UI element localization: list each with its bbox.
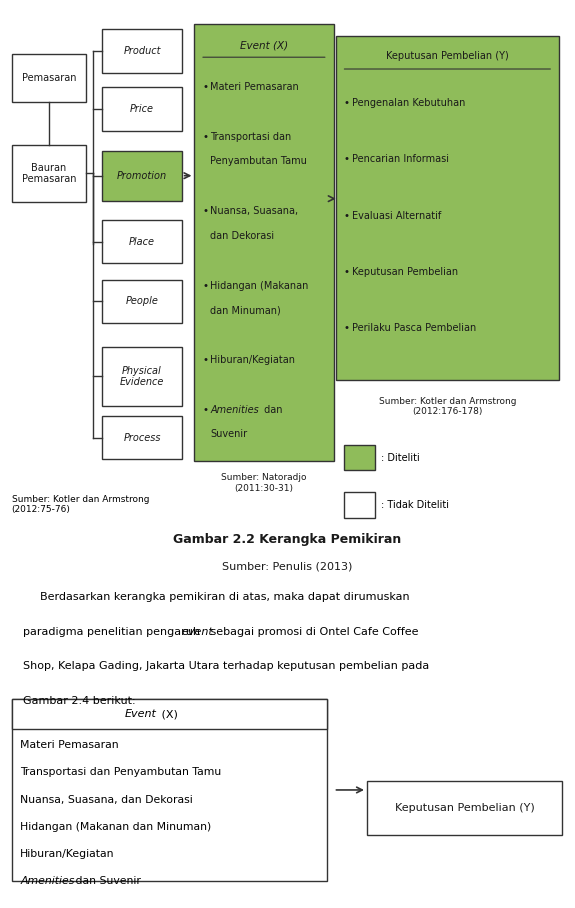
Text: Keputusan Pembelian (Y): Keputusan Pembelian (Y) [386,51,509,62]
Text: •: • [202,206,208,216]
Text: •: • [344,98,350,108]
Text: Perilaku Pasca Pembelian: Perilaku Pasca Pembelian [352,323,476,333]
Text: People: People [125,296,159,307]
Text: Event: Event [125,709,156,719]
Text: Bauran
Pemasaran: Bauran Pemasaran [22,163,76,184]
Text: •: • [202,132,208,142]
Bar [344,445,375,470]
Text: dan Minuman): dan Minuman) [210,305,281,315]
Text: Hiburan/Kegiatan: Hiburan/Kegiatan [210,355,296,365]
Text: Physical
Evidence: Physical Evidence [120,366,164,387]
Text: •: • [344,154,350,164]
Text: Amenities: Amenities [210,405,259,415]
Text: Penyambutan Tamu: Penyambutan Tamu [210,156,307,166]
Text: (X): (X) [158,709,178,719]
Text: Hidangan (Makanan dan Minuman): Hidangan (Makanan dan Minuman) [20,822,212,832]
Text: Nuansa, Suasana, dan Dekorasi: Nuansa, Suasana, dan Dekorasi [20,794,193,804]
Text: •: • [344,323,350,333]
Text: Hidangan (Makanan: Hidangan (Makanan [210,281,309,291]
Text: dan Dekorasi: dan Dekorasi [210,231,275,241]
Bar [12,145,86,202]
Text: Gambar 2.2 Kerangka Pemikiran: Gambar 2.2 Kerangka Pemikiran [174,533,401,546]
Text: dan Suvenir: dan Suvenir [72,876,141,886]
Text: Promotion: Promotion [117,171,167,181]
Bar [102,220,182,263]
Text: Transportasi dan Penyambutan Tamu: Transportasi dan Penyambutan Tamu [20,767,221,777]
Text: Sumber: Natoradjo
(2011:30-31): Sumber: Natoradjo (2011:30-31) [221,473,306,493]
Text: •: • [344,211,350,221]
Text: Transportasi dan: Transportasi dan [210,132,292,142]
Bar [102,151,182,201]
Text: Sumber: Penulis (2013): Sumber: Penulis (2013) [223,561,352,572]
Text: Materi Pemasaran: Materi Pemasaran [210,82,299,92]
Text: Price: Price [130,104,154,114]
Bar [102,87,182,131]
Bar [336,36,559,380]
Bar [102,416,182,459]
Text: : Tidak Diteliti: : Tidak Diteliti [381,499,449,510]
Text: event: event [182,627,213,637]
Text: Pengenalan Kebutuhan: Pengenalan Kebutuhan [352,98,465,108]
Text: dan: dan [261,405,282,415]
Text: •: • [202,82,208,92]
Text: Place: Place [129,236,155,247]
Bar [194,24,334,461]
Text: Amenities: Amenities [20,876,75,886]
Text: paradigma penelitian pengaruh: paradigma penelitian pengaruh [23,627,204,637]
Text: sebagai promosi di Ontel Cafe Coffee: sebagai promosi di Ontel Cafe Coffee [207,627,419,637]
Text: Hiburan/Kegiatan: Hiburan/Kegiatan [20,849,114,859]
Text: Sumber: Kotler dan Armstrong
(2012:75-76): Sumber: Kotler dan Armstrong (2012:75-76… [12,495,149,514]
Text: Keputusan Pembelian (Y): Keputusan Pembelian (Y) [394,803,535,814]
Text: : Diteliti: : Diteliti [381,452,420,463]
Bar [344,492,375,518]
Text: Pencarian Informasi: Pencarian Informasi [352,154,449,164]
Text: Evaluasi Alternatif: Evaluasi Alternatif [352,211,441,221]
Bar [12,54,86,102]
Text: Pemasaran: Pemasaran [22,73,76,84]
Text: Event (X): Event (X) [240,40,288,51]
Text: Keputusan Pembelian: Keputusan Pembelian [352,267,458,277]
Text: •: • [202,355,208,365]
Bar [102,280,182,323]
Text: Suvenir: Suvenir [210,429,248,439]
Bar [367,781,562,835]
Bar [12,699,327,881]
Text: Berdasarkan kerangka pemikiran di atas, maka dapat dirumuskan: Berdasarkan kerangka pemikiran di atas, … [40,592,410,602]
Text: Nuansa, Suasana,: Nuansa, Suasana, [210,206,298,216]
Text: Shop, Kelapa Gading, Jakarta Utara terhadap keputusan pembelian pada: Shop, Kelapa Gading, Jakarta Utara terha… [23,661,430,671]
Bar [102,29,182,73]
Text: Product: Product [123,45,161,56]
Bar [12,699,327,729]
Bar [102,347,182,406]
Text: •: • [202,405,208,415]
Text: Process: Process [123,432,161,443]
Text: •: • [344,267,350,277]
Text: Sumber: Kotler dan Armstrong
(2012:176-178): Sumber: Kotler dan Armstrong (2012:176-1… [378,397,516,417]
Text: Materi Pemasaran: Materi Pemasaran [20,740,119,750]
Text: Gambar 2.4 berikut:: Gambar 2.4 berikut: [23,696,136,706]
Text: •: • [202,281,208,291]
